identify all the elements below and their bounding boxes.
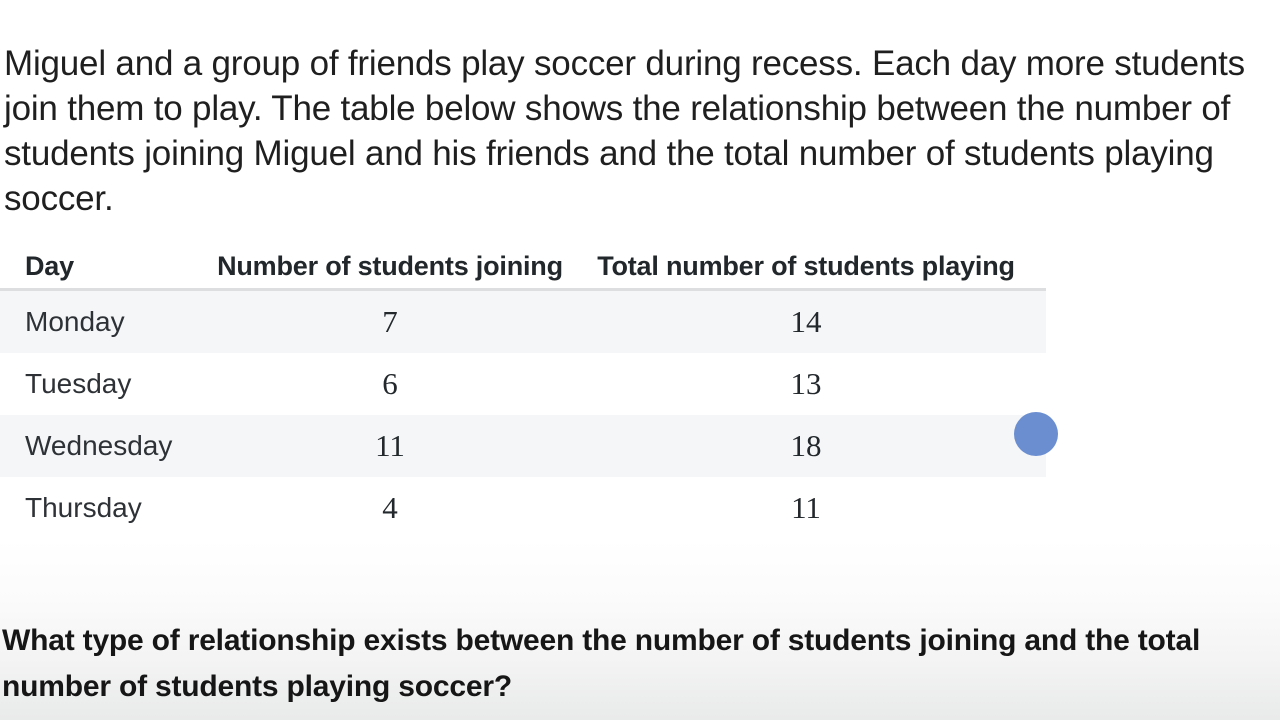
column-header-total-students-playing: Total number of students playing [597, 251, 1015, 281]
table-row: Monday 7 14 [0, 291, 1046, 353]
cursor-highlight-dot [1014, 412, 1058, 456]
table-header-row: Day Number of students joining Total num… [0, 243, 1046, 288]
intro-paragraph: Miguel and a group of friends play socce… [4, 44, 1245, 218]
cell-total: 18 [790, 428, 822, 463]
header-divider [0, 288, 1046, 291]
cell-total: 13 [790, 366, 822, 401]
table-row: Thursday 4 11 [0, 477, 1046, 539]
cell-joining: 4 [382, 490, 398, 525]
cell-joining: 7 [382, 304, 398, 339]
cell-day: Thursday [25, 492, 142, 523]
cell-joining: 11 [375, 428, 405, 463]
column-header-day: Day [25, 251, 74, 281]
cell-day: Wednesday [25, 430, 173, 461]
cell-total: 11 [791, 490, 821, 525]
cell-day: Tuesday [25, 368, 132, 399]
column-header-students-joining: Number of students joining [217, 251, 563, 281]
table-row: Wednesday 11 18 [0, 415, 1046, 477]
cell-joining: 6 [382, 366, 398, 401]
question-text: What type of relationship exists between… [2, 624, 1201, 703]
table-row: Tuesday 6 13 [0, 353, 1046, 415]
cell-day: Monday [25, 306, 125, 337]
relationship-table: Day Number of students joining Total num… [0, 243, 1046, 539]
cell-total: 14 [790, 304, 822, 339]
